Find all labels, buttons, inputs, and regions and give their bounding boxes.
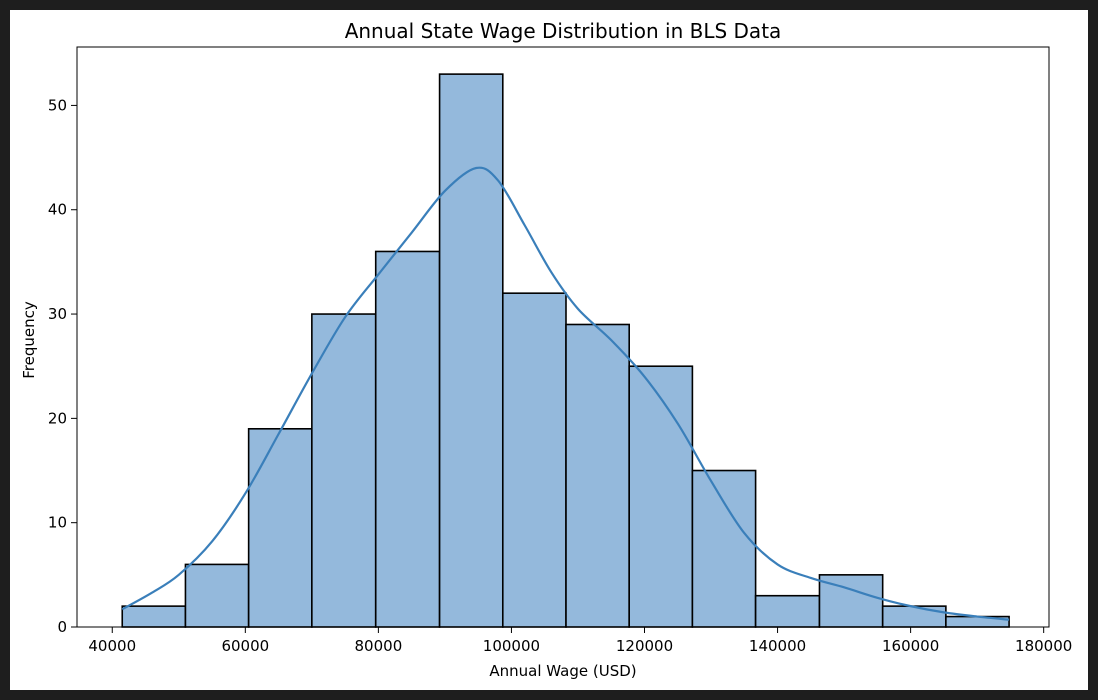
- chart-title: Annual State Wage Distribution in BLS Da…: [345, 19, 782, 43]
- y-tick-label: 10: [48, 514, 67, 532]
- y-tick-label: 20: [48, 409, 67, 427]
- histogram-bar: [754, 594, 821, 628]
- x-tick-label: 80000: [355, 637, 403, 655]
- histogram-bar: [565, 323, 630, 628]
- chart-figure: Annual State Wage Distribution in BLS Da…: [10, 10, 1088, 690]
- histogram-bar: [881, 605, 947, 628]
- histogram-bar: [121, 605, 187, 628]
- histogram-bar: [374, 250, 441, 628]
- x-tick-label: 100000: [483, 637, 540, 655]
- x-tick-label: 180000: [1015, 637, 1072, 655]
- histogram-bar: [628, 365, 694, 628]
- x-tick-label: 60000: [221, 637, 269, 655]
- y-axis-label: Frequency: [20, 301, 38, 379]
- histogram-bar: [247, 427, 313, 628]
- x-tick-label: 140000: [749, 637, 806, 655]
- y-tick-label: 30: [48, 305, 67, 323]
- x-tick-label: 120000: [616, 637, 673, 655]
- histogram-bar: [311, 313, 377, 628]
- y-tick-label: 50: [48, 96, 67, 114]
- histogram-chart: Annual State Wage Distribution in BLS Da…: [20, 19, 1072, 680]
- histogram-bar: [691, 469, 757, 628]
- x-axis-label: Annual Wage (USD): [489, 662, 636, 680]
- histogram-bars: [121, 73, 1010, 628]
- x-tick-label: 160000: [882, 637, 939, 655]
- x-tick-label: 40000: [88, 637, 136, 655]
- y-tick-label: 0: [57, 618, 67, 636]
- kde-curve: [121, 166, 1010, 621]
- histogram-bar: [501, 292, 567, 628]
- axes: 40000 60000 80000 100000 120000 140000 160000 1…: [48, 46, 1072, 655]
- y-tick-label: 40: [48, 201, 67, 219]
- plot-frame: [76, 46, 1050, 628]
- histogram-bar: [184, 563, 250, 628]
- histogram-bar: [438, 73, 504, 628]
- kde-curve-layer: [121, 166, 1010, 621]
